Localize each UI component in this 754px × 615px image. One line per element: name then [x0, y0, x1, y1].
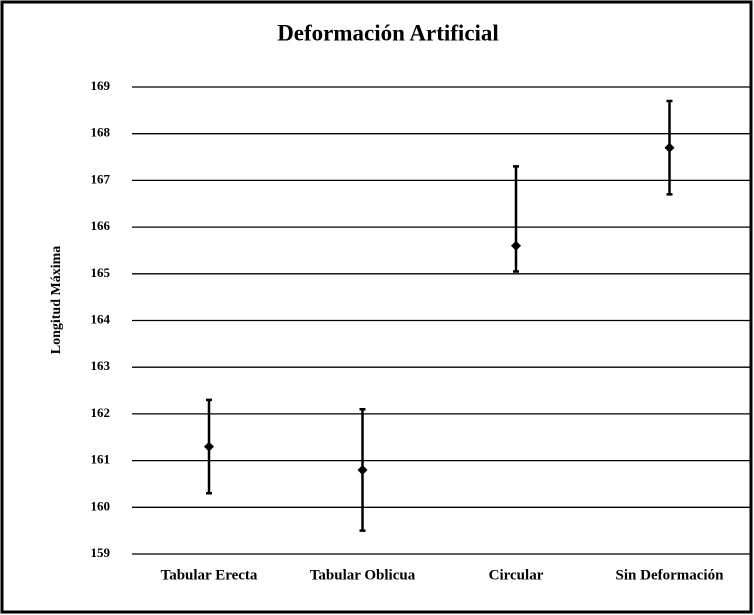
x-tick-label: Sin Deformación — [616, 567, 725, 583]
y-tick-label: 164 — [91, 311, 111, 326]
data-point — [357, 464, 368, 475]
data-point — [204, 441, 214, 452]
data-point — [664, 142, 675, 153]
x-tick-label: Circular — [489, 567, 544, 583]
y-axis-label: Longitud Máxima — [49, 246, 64, 355]
y-tick-label: 165 — [91, 265, 111, 280]
error-bar — [513, 165, 519, 273]
y-tick-label: 166 — [91, 218, 111, 233]
y-tick-label: 159 — [91, 545, 111, 560]
y-tick-label: 168 — [91, 125, 111, 140]
y-tick-label: 160 — [91, 498, 111, 513]
y-tick-label: 167 — [91, 171, 111, 186]
x-tick-label: Tabular Oblicua — [310, 567, 416, 583]
y-tick-label: 163 — [91, 358, 111, 373]
data-point — [511, 240, 521, 251]
y-tick-label: 161 — [91, 452, 111, 467]
chart-title: Deformación Artificial — [277, 20, 499, 45]
y-tick-label: 169 — [91, 78, 111, 93]
x-tick-label: Tabular Erecta — [161, 567, 258, 583]
y-tick-label: 162 — [91, 405, 111, 420]
